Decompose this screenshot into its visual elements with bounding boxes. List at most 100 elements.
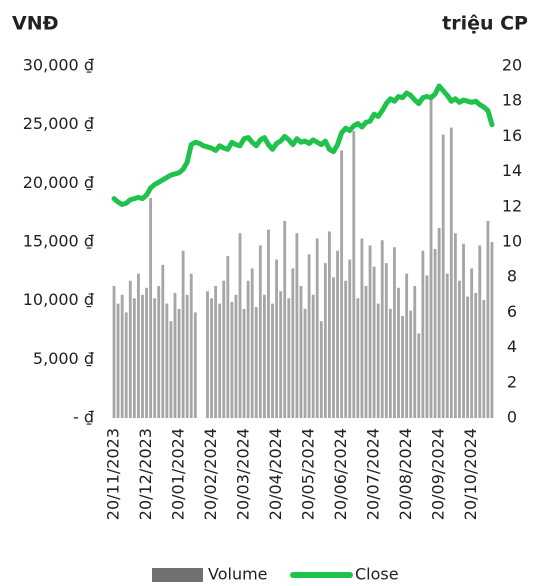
y-axis-title: VNĐ <box>12 13 59 35</box>
y2-tick-label: 6 <box>507 302 517 321</box>
volume-bar <box>112 286 116 418</box>
volume-bar <box>234 294 238 418</box>
volume-bar <box>193 312 197 418</box>
volume-bar <box>462 243 465 418</box>
volume-bar <box>307 254 311 418</box>
volume-bar <box>226 256 230 418</box>
volume-bar <box>250 268 254 418</box>
volume-bar <box>254 307 258 418</box>
volume-bar <box>482 300 486 418</box>
volume-bar <box>136 273 140 418</box>
volume-bar <box>177 308 181 418</box>
x-tick-label: 20/05/2024 <box>299 428 318 520</box>
y2-tick-label: 14 <box>502 161 522 180</box>
volume-bar <box>165 303 169 418</box>
volume-bar <box>364 286 368 418</box>
y-tick-label: 30,000 ₫ <box>23 56 94 75</box>
volume-bar <box>470 268 474 418</box>
x-tick-label: 20/04/2024 <box>266 428 285 520</box>
y2-tick-label: 2 <box>507 372 517 391</box>
volume-bar <box>287 298 291 418</box>
volume-bar <box>173 293 177 418</box>
y2-tick-label: 12 <box>502 196 522 215</box>
volume-bar <box>116 303 120 418</box>
y2-tick-label: 0 <box>507 408 517 427</box>
volume-bar <box>145 287 148 418</box>
x-tick-label: 20/12/2023 <box>136 428 155 520</box>
volume-bar <box>490 242 494 418</box>
close-line <box>111 83 495 207</box>
volume-bar <box>120 294 124 418</box>
x-tick-label: 20/08/2024 <box>396 428 415 520</box>
volume-bar <box>417 333 421 418</box>
volume-bar <box>332 277 335 418</box>
y2-tick-label: 8 <box>507 267 517 286</box>
y-tick-label: 5,000 ₫ <box>33 349 94 368</box>
volume-bar <box>128 280 132 418</box>
y-tick-label: 20,000 ₫ <box>23 173 94 192</box>
volume-bar <box>319 321 323 418</box>
volume-bar <box>315 238 319 418</box>
y2-tick-label: 18 <box>502 91 522 110</box>
x-tick-label: 20/03/2024 <box>234 428 253 520</box>
volume-bar <box>185 294 189 418</box>
x-tick-label: 20/11/2023 <box>104 428 123 520</box>
volume-bar <box>295 233 299 418</box>
volume-bar <box>388 308 392 418</box>
volume-bar <box>360 238 364 418</box>
volume-bar <box>124 312 128 418</box>
volume-bar <box>303 308 307 418</box>
volume-bar <box>161 264 165 418</box>
volume-bar <box>458 280 461 418</box>
volume-bar <box>275 259 279 418</box>
volume-bar <box>372 266 376 418</box>
x-tick-label: 20/10/2024 <box>461 428 480 520</box>
volume-bar <box>206 291 209 418</box>
volume-bar <box>352 131 356 418</box>
volume-bar <box>336 250 339 418</box>
volume-bar <box>246 280 250 418</box>
volume-bar <box>157 286 161 418</box>
volume-bar <box>348 259 352 418</box>
volume-bar <box>384 263 388 418</box>
volume-bar <box>238 233 242 418</box>
volume-bar <box>425 275 429 418</box>
volume-bar <box>327 231 331 418</box>
volume-bar <box>486 220 490 418</box>
volume-bar <box>421 250 425 418</box>
y2-axis-title: triệu CP <box>442 13 528 35</box>
volume-bar <box>380 240 384 418</box>
volume-bar <box>311 294 315 418</box>
volume-bar <box>478 245 482 418</box>
x-tick-label: 20/09/2024 <box>429 428 448 520</box>
volume-bar <box>189 273 193 418</box>
volume-bar <box>413 286 417 418</box>
volume-bar <box>153 298 157 418</box>
legend-swatch <box>152 568 203 582</box>
volume-bar <box>132 298 136 418</box>
volume-bar <box>437 227 441 418</box>
volume-bar <box>181 250 185 418</box>
volume-bar <box>210 298 213 418</box>
volume-bar <box>445 273 449 418</box>
volume-bar <box>474 293 478 418</box>
x-tick-label: 20/07/2024 <box>364 428 383 520</box>
y2-tick-label: 4 <box>507 337 517 356</box>
volume-bar <box>453 233 457 418</box>
volume-bar <box>262 294 266 418</box>
y2-tick-label: 16 <box>502 126 522 145</box>
volume-bar <box>449 127 453 418</box>
volume-bar <box>344 280 348 418</box>
x-tick-label: 20/06/2024 <box>331 428 350 520</box>
y-tick-label: 15,000 ₫ <box>23 232 94 251</box>
volume-bar <box>271 303 274 418</box>
y-tick-label: 10,000 ₫ <box>23 290 94 309</box>
y-tick-label: 25,000 ₫ <box>23 114 94 133</box>
y2-tick-label: 10 <box>502 232 522 251</box>
volume-bar <box>258 245 262 418</box>
volume-bar <box>376 303 380 418</box>
y-tick-label: - ₫ <box>73 408 94 427</box>
volume-bar <box>149 198 153 418</box>
